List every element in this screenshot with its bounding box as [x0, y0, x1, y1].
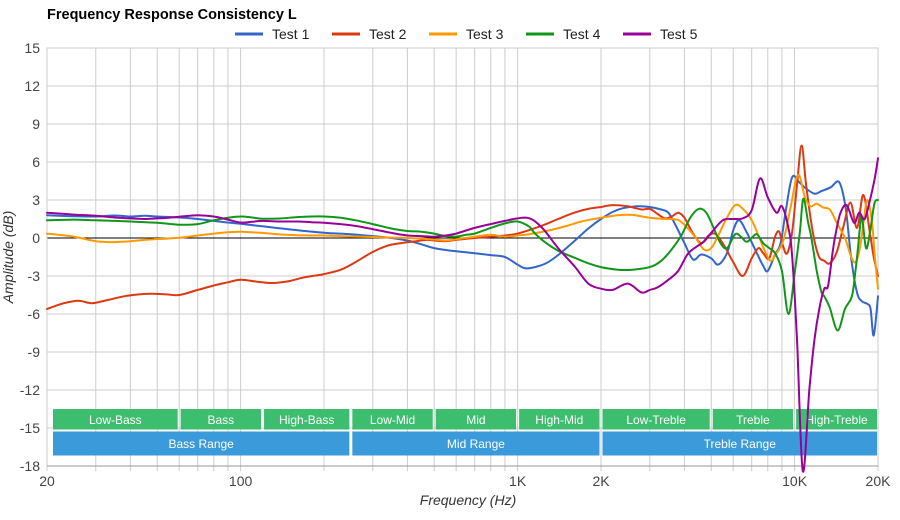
y-tick-label-9: 9 [32, 116, 40, 132]
legend-label-test-3: Test 3 [466, 26, 504, 42]
band-high-bass: High-Bass [264, 409, 350, 430]
band-high-treble: High-Treble [796, 409, 877, 430]
band-high-mid: High-Mid [519, 409, 600, 430]
range-rect [352, 431, 600, 456]
band-bass: Bass [180, 409, 262, 430]
series-curve-test-4 [46, 197, 879, 332]
frequency-bands: Low-Bass Bass High-Bass Low-Mid Mid High-Mid L… [53, 409, 877, 456]
grid-layer [46, 47, 879, 471]
y-tick-label--9: -9 [28, 344, 41, 360]
x-tick-label-1k: 1K [509, 473, 527, 489]
band-label: Low-Mid [370, 413, 415, 427]
band-rect [264, 409, 350, 430]
band-rect [602, 409, 710, 430]
legend-item-test-1[interactable]: Test 1 [235, 26, 310, 42]
y-tick-label-6: 6 [32, 154, 40, 170]
band-low-bass: Low-Bass [53, 409, 178, 430]
band-rect [352, 409, 433, 430]
band-rect [53, 409, 178, 430]
range-bass-range: Bass Range [53, 431, 350, 456]
band-rect [712, 409, 794, 430]
band-treble: Treble [712, 409, 794, 430]
legend-label-test-5: Test 5 [660, 26, 698, 42]
range-label: Treble Range [704, 437, 777, 451]
legend-label-test-2: Test 2 [369, 26, 407, 42]
x-tick-label-20k: 20K [866, 473, 892, 489]
band-rect [435, 409, 517, 430]
band-label: High-Treble [805, 413, 868, 427]
y-tick-label-3: 3 [32, 192, 40, 208]
x-tick-label-2k: 2K [592, 473, 610, 489]
legend: Test 1 Test 2 Test 3 Test 4 Test 5 [235, 26, 698, 42]
y-tick-label-12: 12 [24, 78, 40, 94]
range-rect [602, 431, 877, 456]
band-label: Low-Bass [89, 413, 142, 427]
y-tick-label--15: -15 [20, 420, 40, 436]
band-label: High-Mid [535, 413, 583, 427]
x-tick-label-10k: 10K [782, 473, 808, 489]
chart-title: Frequency Response Consistency L [47, 7, 297, 23]
y-tick-label-15: 15 [24, 40, 40, 56]
legend-item-test-2[interactable]: Test 2 [332, 26, 407, 42]
x-axis-title: Frequency (Hz) [420, 492, 516, 508]
range-rect [53, 431, 350, 456]
y-axis-title: Amplitude (dB) [0, 211, 16, 305]
band-low-mid: Low-Mid [352, 409, 433, 430]
band-label: Treble [736, 413, 770, 427]
legend-label-test-1: Test 1 [272, 26, 310, 42]
band-rect [180, 409, 262, 430]
band-label: High-Bass [279, 413, 334, 427]
band-label: Bass [208, 413, 235, 427]
x-tick-label-100: 100 [229, 473, 253, 489]
series-curve-test-2 [46, 144, 879, 310]
y-tick-label--3: -3 [28, 268, 41, 284]
y-tick-label--18: -18 [20, 458, 40, 474]
series-curve-test-3 [46, 173, 879, 290]
legend-item-test-5[interactable]: Test 5 [623, 26, 698, 42]
series-curve-test-5 [46, 157, 879, 473]
series-layer [46, 144, 879, 473]
band-rect [519, 409, 600, 430]
band-mid: Mid [435, 409, 517, 430]
band-rect [796, 409, 877, 430]
range-treble-range: Treble Range [602, 431, 877, 456]
y-tick-label--12: -12 [20, 382, 40, 398]
series-curve-test-1 [46, 174, 879, 337]
x-tick-label-20: 20 [39, 473, 55, 489]
range-label: Mid Range [447, 437, 505, 451]
range-label: Bass Range [168, 437, 234, 451]
band-label: Low-Treble [626, 413, 686, 427]
range-mid-range: Mid Range [352, 431, 600, 456]
legend-item-test-3[interactable]: Test 3 [429, 26, 504, 42]
y-tick-label--6: -6 [28, 306, 41, 322]
band-low-treble: Low-Treble [602, 409, 710, 430]
legend-label-test-4: Test 4 [563, 26, 601, 42]
legend-item-test-4[interactable]: Test 4 [526, 26, 601, 42]
y-tick-label-0: 0 [32, 230, 40, 246]
band-label: Mid [466, 413, 485, 427]
